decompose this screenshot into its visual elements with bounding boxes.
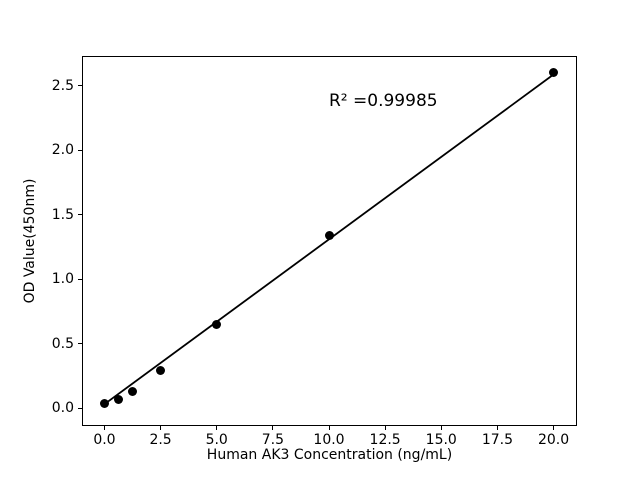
- x-tick-label: 20.0: [537, 432, 570, 448]
- data-point: [113, 394, 123, 404]
- x-tick-mark: [496, 426, 498, 430]
- x-tick-mark: [160, 426, 162, 430]
- plot-area: R² =0.99985: [82, 56, 577, 426]
- x-tick-mark: [216, 426, 218, 430]
- y-tick-label: 0.0: [51, 400, 74, 417]
- x-axis-label: Human AK3 Concentration (ng/mL): [206, 447, 453, 463]
- x-tick-label: 12.5: [369, 432, 401, 448]
- x-tick-label: 15.0: [425, 432, 457, 448]
- data-point: [156, 366, 166, 376]
- data-point: [324, 230, 334, 240]
- x-tick-label: 17.5: [481, 432, 513, 448]
- y-tick-mark: [78, 85, 82, 87]
- x-tick-label: 5.0: [205, 432, 228, 448]
- y-tick-label: 2.5: [51, 77, 74, 94]
- data-point: [128, 386, 138, 396]
- x-tick-label: 0.0: [93, 432, 116, 448]
- y-tick-label: 0.5: [51, 335, 74, 352]
- x-tick-label: 7.5: [261, 432, 284, 448]
- y-tick-mark: [78, 407, 82, 409]
- y-tick-mark: [78, 343, 82, 345]
- y-tick-label: 1.0: [51, 271, 74, 288]
- x-tick-mark: [553, 426, 555, 430]
- y-tick-mark: [78, 278, 82, 280]
- x-tick-mark: [272, 426, 274, 430]
- x-tick-mark: [384, 426, 386, 430]
- r-squared-annotation: R² =0.99985: [329, 91, 438, 111]
- data-point: [99, 398, 109, 408]
- x-tick-mark: [440, 426, 442, 430]
- x-tick-label: 10.0: [313, 432, 345, 448]
- x-tick-mark: [103, 426, 105, 430]
- y-tick-label: 1.5: [51, 206, 74, 223]
- y-tick-mark: [78, 149, 82, 151]
- x-tick-label: 2.5: [149, 432, 172, 448]
- y-tick-mark: [78, 214, 82, 216]
- data-point: [549, 68, 559, 78]
- x-tick-mark: [328, 426, 330, 430]
- y-tick-label: 2.0: [51, 142, 74, 159]
- data-point: [212, 319, 222, 329]
